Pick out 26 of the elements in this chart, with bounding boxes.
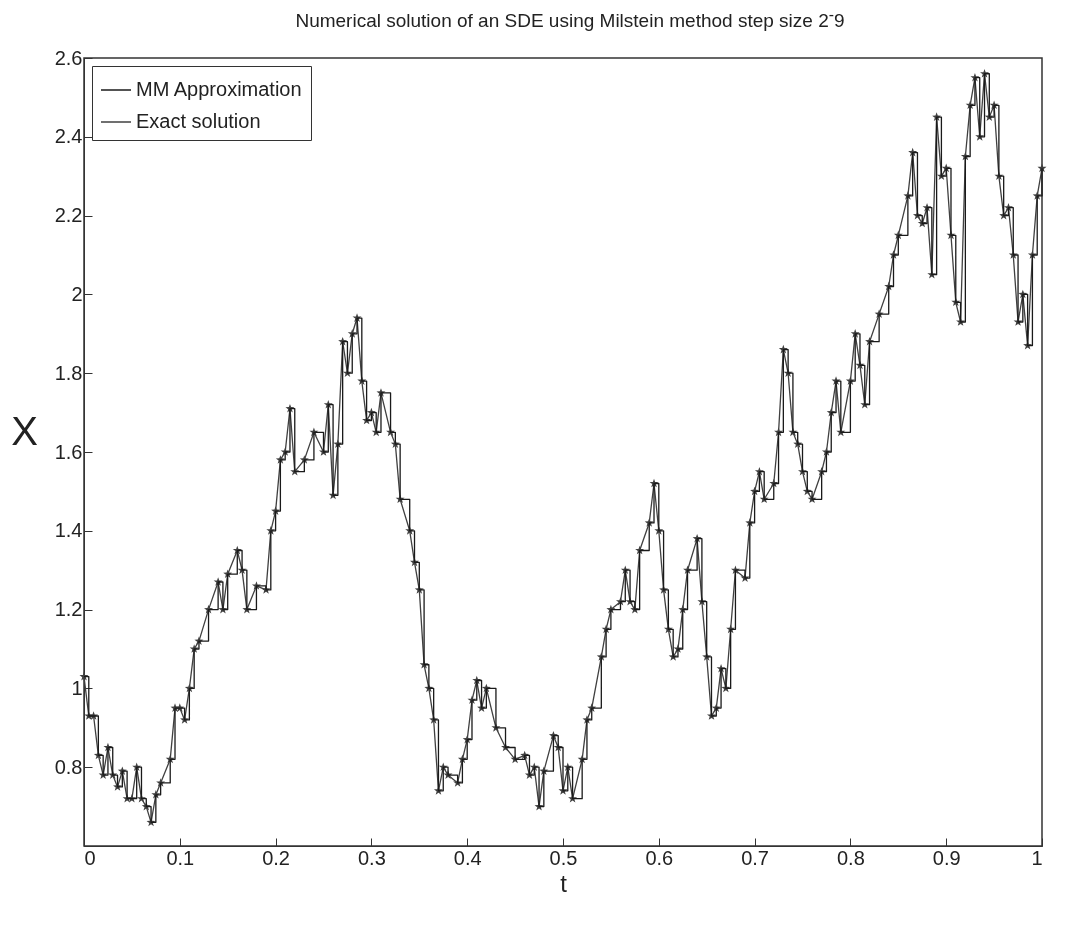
y-tick-label: 1 [71,676,83,699]
x-axis-title: t [560,869,568,897]
x-tick-label: 0.5 [549,846,578,869]
y-tick-label: 1.4 [54,519,83,542]
y-axis-title: X [11,408,39,453]
legend-label: MM Approximation [136,78,302,100]
x-tick-label: 0.6 [645,846,674,869]
y-tick-label: 2.4 [54,125,83,148]
y-tick-label: 1.8 [54,361,83,384]
x-tick-label: 0.1 [166,846,195,869]
x-tick-label: 0.3 [357,846,386,869]
x-tick-label: 0.2 [262,846,291,869]
x-tick-label: 1 [1031,846,1043,869]
x-tick-label: 0.7 [741,846,770,869]
y-tick-label: 2 [71,282,83,305]
x-tick-label: 0.8 [836,846,865,869]
x-tick-label: 0.4 [453,846,482,869]
y-tick-label: 1.6 [54,440,83,463]
chart-title: Numerical solution of an SDE using Milstein method step size 2$^{-}$9 [294,5,846,34]
x-tick-label: 0.9 [932,846,961,869]
x-tick-label: 0 [84,846,96,869]
legend-label: Exact solution [136,110,261,132]
y-tick-label: 2.6 [54,46,83,69]
y-tick-label: 1.2 [54,598,83,621]
y-tick-label: 0.8 [54,755,83,778]
y-tick-label: 2.2 [54,204,83,227]
